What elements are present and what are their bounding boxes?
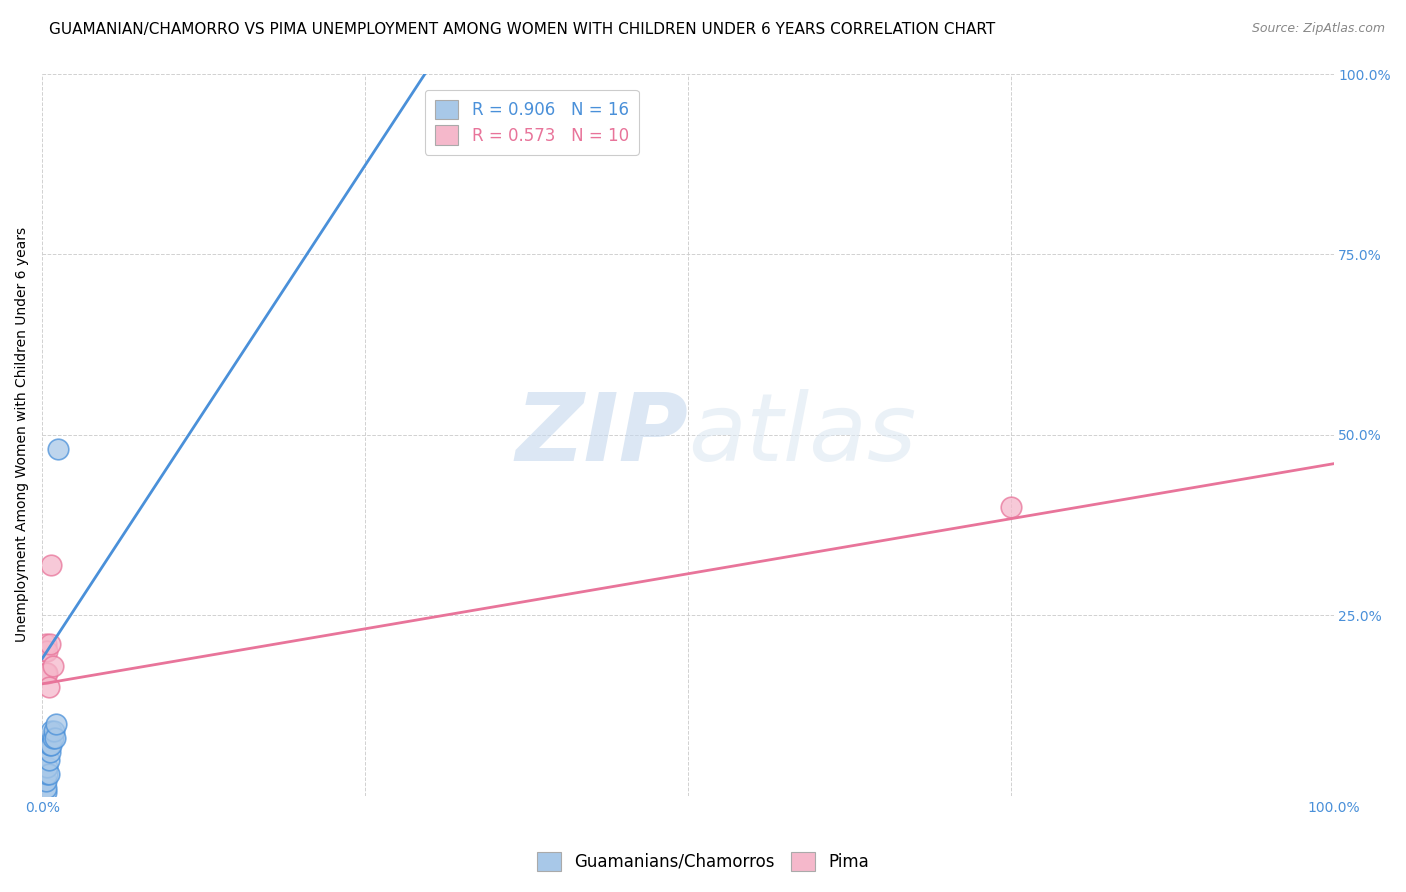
Point <box>41 731 63 745</box>
Point <box>39 558 62 572</box>
Point <box>39 745 62 759</box>
Point <box>35 665 58 680</box>
Point <box>37 665 59 680</box>
Legend: Guamanians/Chamorros, Pima: Guamanians/Chamorros, Pima <box>529 843 877 880</box>
Point <box>37 760 59 774</box>
Point <box>39 738 62 752</box>
Point <box>46 442 69 457</box>
Legend: R = 0.906   N = 16, R = 0.573   N = 10: R = 0.906 N = 16, R = 0.573 N = 10 <box>425 89 638 154</box>
Point <box>44 731 66 745</box>
Point <box>34 644 56 658</box>
Point <box>35 781 58 796</box>
Point <box>45 716 67 731</box>
Point <box>35 774 58 789</box>
Text: Source: ZipAtlas.com: Source: ZipAtlas.com <box>1251 22 1385 36</box>
Point <box>38 767 60 781</box>
Text: atlas: atlas <box>688 390 917 481</box>
Point <box>39 637 62 651</box>
Point <box>35 785 58 799</box>
Point <box>38 753 60 767</box>
Point <box>1000 500 1022 514</box>
Point <box>37 767 59 781</box>
Point <box>41 658 63 673</box>
Y-axis label: Unemployment Among Women with Children Under 6 years: Unemployment Among Women with Children U… <box>15 227 30 642</box>
Point <box>37 644 59 658</box>
Text: ZIP: ZIP <box>515 389 688 481</box>
Point <box>39 738 62 752</box>
Point <box>38 681 60 695</box>
Point <box>39 723 62 738</box>
Point <box>42 723 65 738</box>
Point <box>35 637 58 651</box>
Text: GUAMANIAN/CHAMORRO VS PIMA UNEMPLOYMENT AMONG WOMEN WITH CHILDREN UNDER 6 YEARS : GUAMANIAN/CHAMORRO VS PIMA UNEMPLOYMENT … <box>49 22 995 37</box>
